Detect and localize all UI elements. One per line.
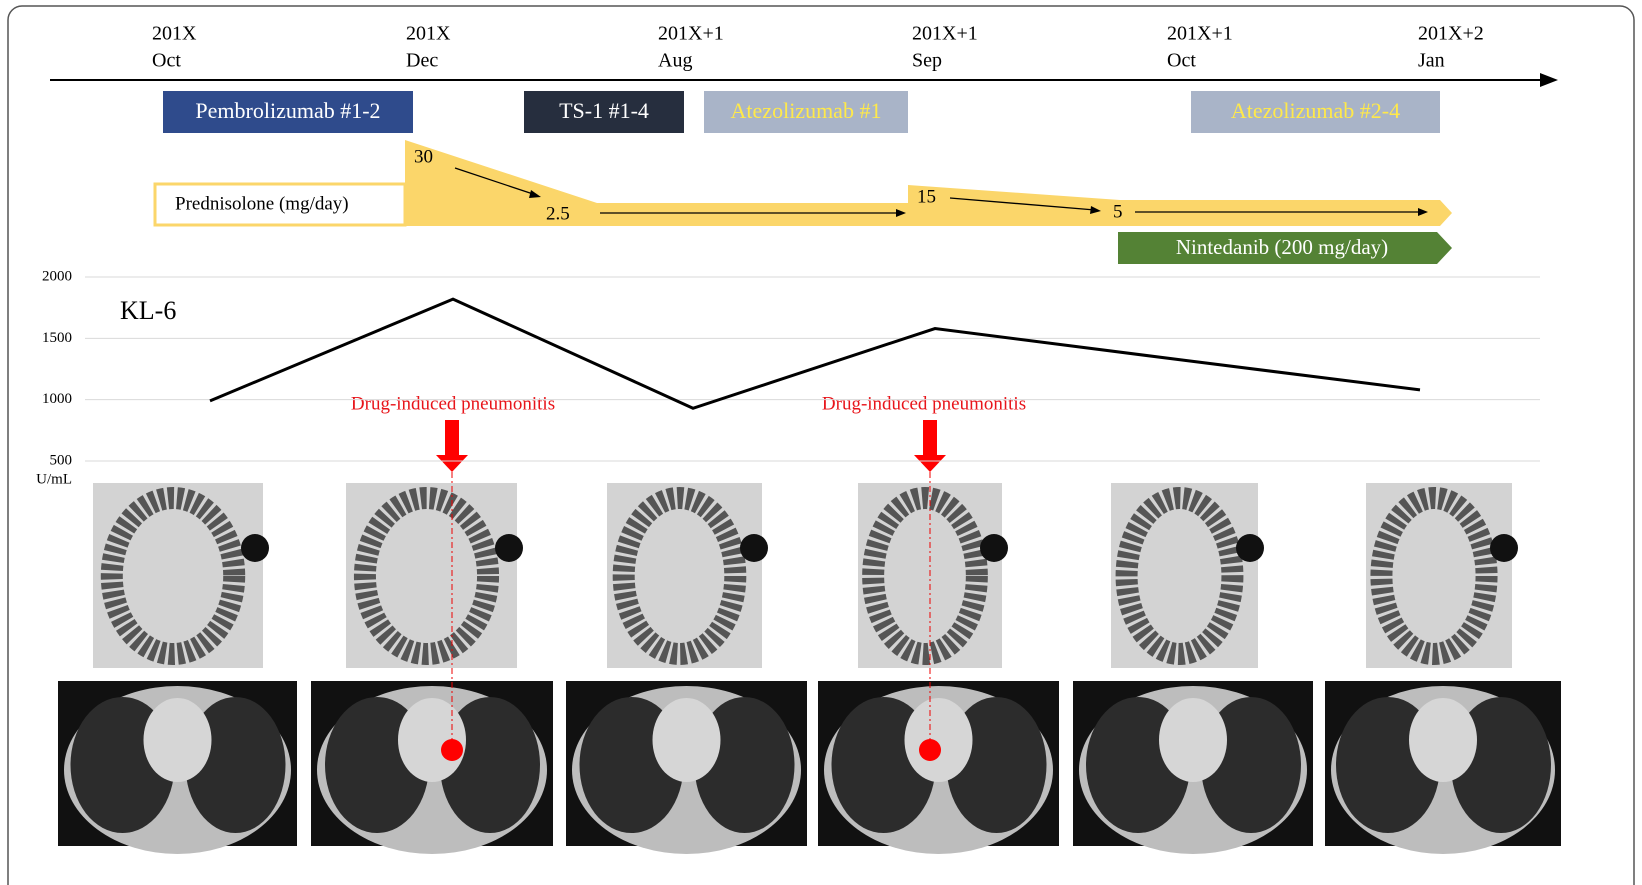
series-label: KL-6 — [120, 296, 176, 325]
annotation: Drug-induced pneumonitis — [822, 393, 1026, 414]
ct-spine — [1490, 534, 1518, 562]
marker-dot — [441, 739, 463, 761]
nintedanib-label: Nintedanib (200 mg/day) — [1176, 235, 1388, 259]
timeline-year: 201X+1 — [912, 23, 978, 45]
dose-label: 15 — [917, 186, 936, 207]
treatment-label: Atezolizumab #1 — [731, 98, 882, 123]
annotation: Drug-induced pneumonitis — [351, 393, 555, 414]
ct-spine — [980, 534, 1008, 562]
figure: Prednisolone (mg/day) 30 2.5 15 5 Ninted… — [0, 0, 1642, 885]
timeline-year: 201X — [152, 23, 197, 45]
y-tick-label: 2000 — [42, 268, 72, 284]
timeline-month: Dec — [406, 50, 438, 72]
timeline-month: Oct — [1167, 50, 1196, 72]
red-arrow-shaft — [923, 420, 937, 456]
dose-label: 2.5 — [546, 203, 570, 224]
treatment-label: Pembrolizumab #1-2 — [195, 98, 380, 123]
y-tick-label: 1000 — [42, 391, 72, 407]
prednisolone-label: Prednisolone (mg/day) — [175, 193, 349, 214]
y-axis-unit: U/mL — [36, 471, 72, 487]
ct-heart — [1409, 698, 1477, 782]
dose-label: 30 — [414, 146, 433, 167]
red-arrow-shaft — [445, 420, 459, 456]
ct-heart — [653, 698, 721, 782]
timeline-month: Jan — [1418, 50, 1445, 72]
treatment-label: Atezolizumab #2-4 — [1231, 98, 1400, 123]
ct-heart — [144, 698, 212, 782]
ct-heart — [1159, 698, 1227, 782]
y-tick-label: 500 — [50, 452, 73, 468]
ct-spine — [740, 534, 768, 562]
timeline-month: Oct — [152, 50, 181, 72]
timeline-month: Sep — [912, 50, 942, 72]
timeline-year: 201X — [406, 23, 451, 45]
timeline-year: 201X+2 — [1418, 23, 1484, 45]
ct-spine — [1236, 534, 1264, 562]
ct-spine — [241, 534, 269, 562]
ct-heart — [905, 698, 973, 782]
dose-label: 5 — [1113, 201, 1123, 222]
timeline-year: 201X+1 — [658, 23, 724, 45]
marker-dot — [919, 739, 941, 761]
y-tick-label: 1500 — [42, 330, 72, 346]
treatment-label: TS-1 #1-4 — [559, 98, 649, 123]
timeline-year: 201X+1 — [1167, 23, 1233, 45]
ct-spine — [495, 534, 523, 562]
timeline-month: Aug — [658, 50, 692, 72]
